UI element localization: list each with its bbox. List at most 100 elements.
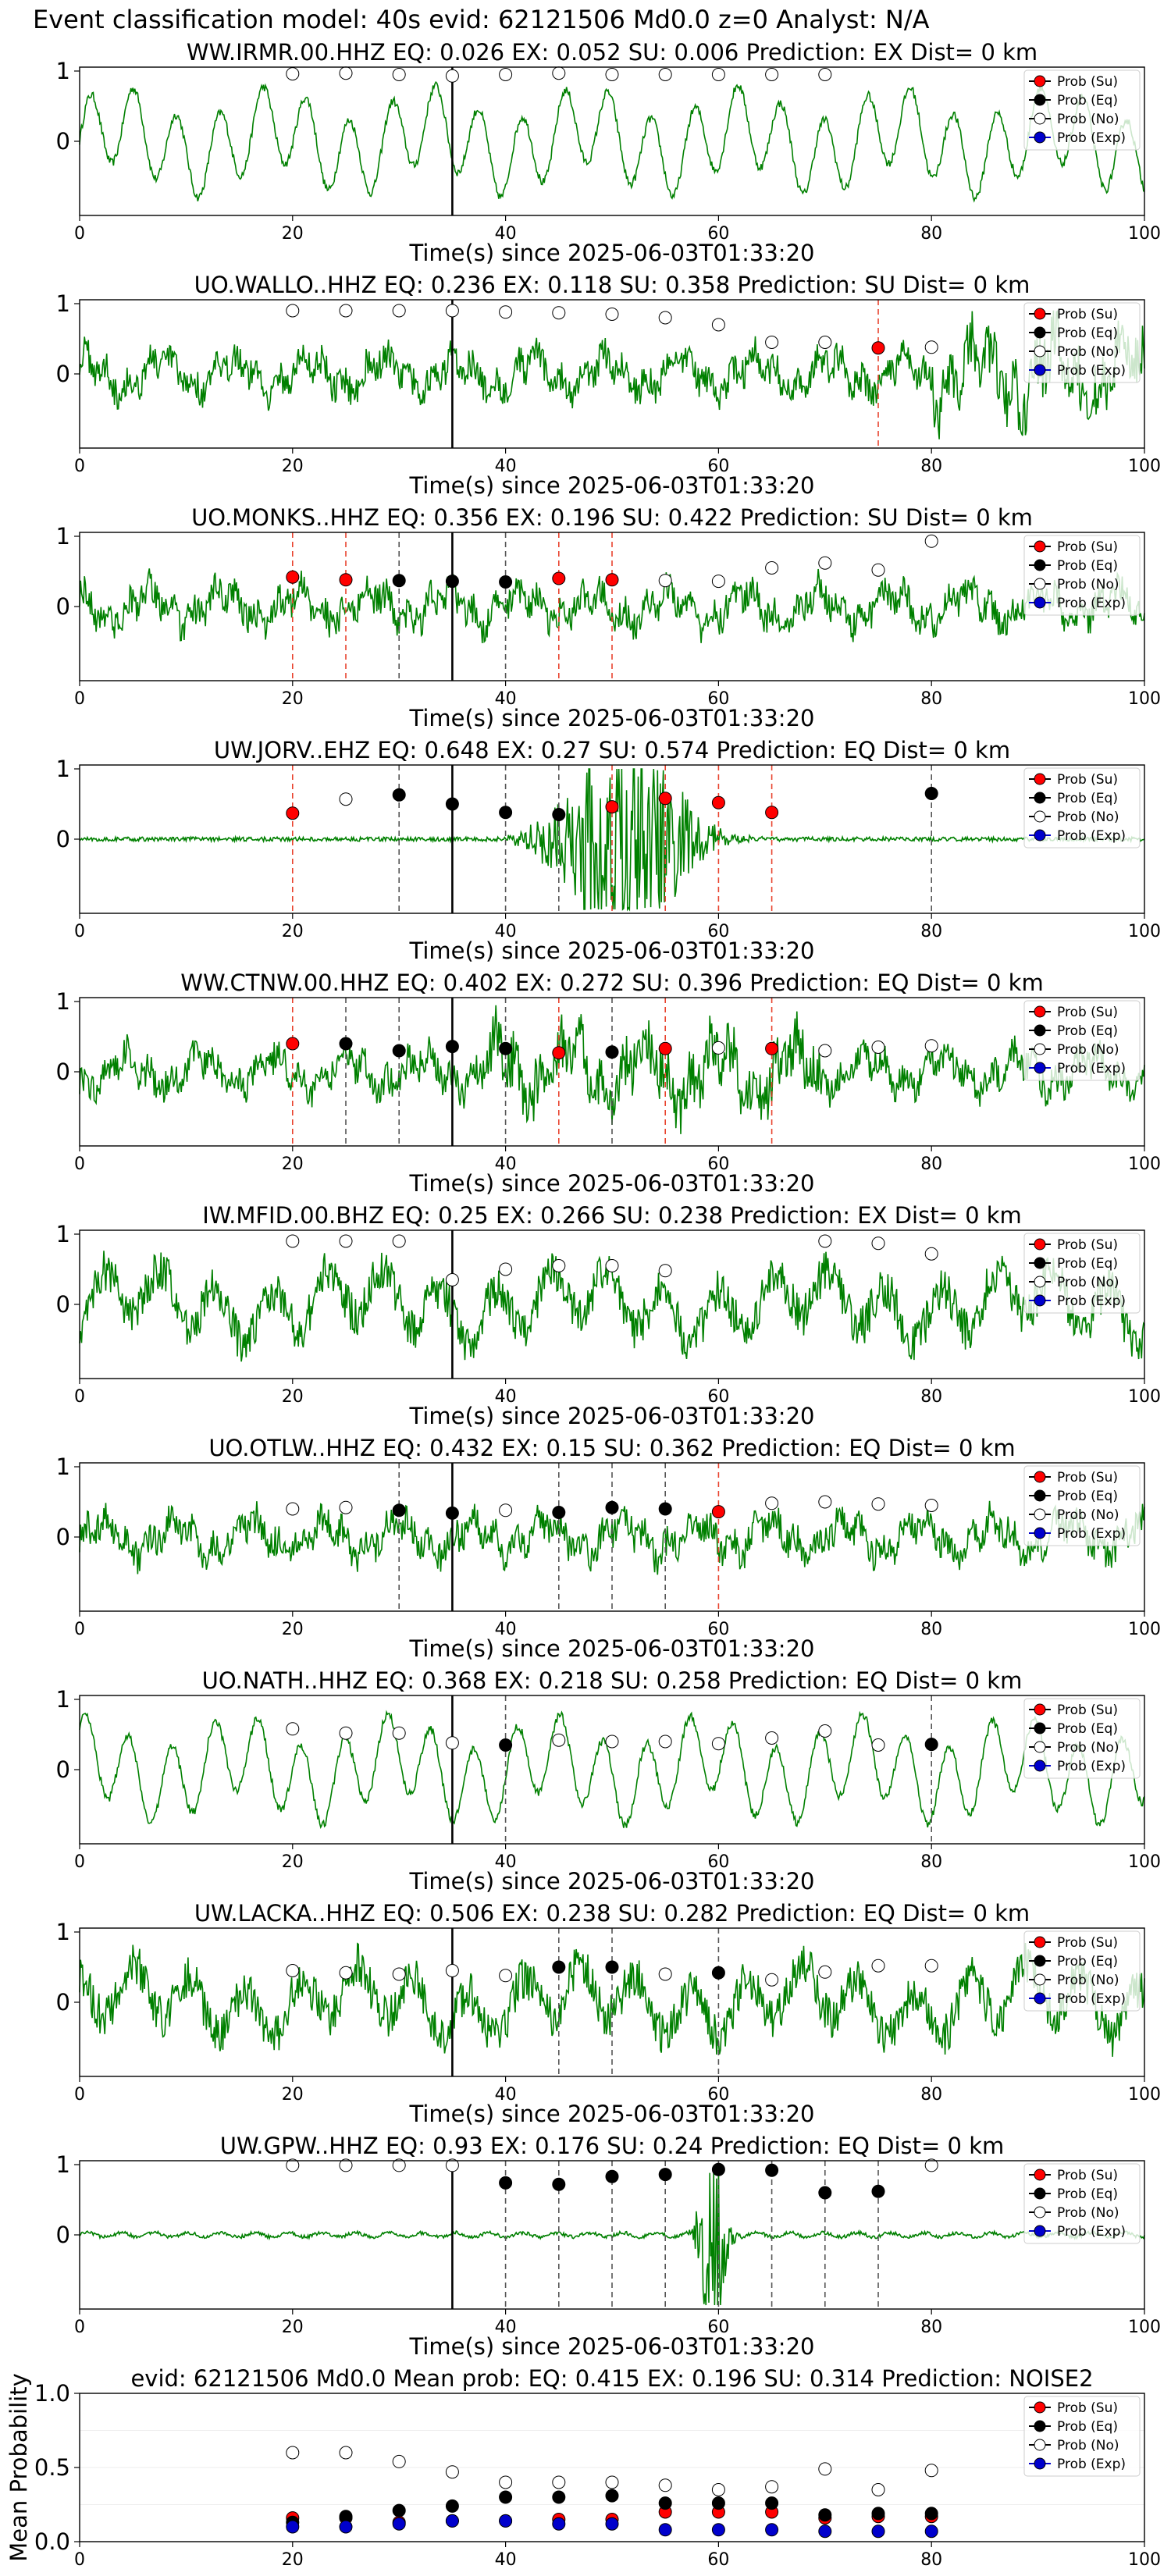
panel-10-prob-point-eq bbox=[499, 2176, 513, 2190]
legend-label-su: Prob (Su) bbox=[1057, 74, 1118, 90]
legend-marker-exp bbox=[1034, 829, 1046, 841]
panel-6-xtick-label: 80 bbox=[920, 1387, 942, 1407]
panel-8-prob-point-no bbox=[286, 1722, 300, 1736]
mean-panel-ytick-label: 0.5 bbox=[34, 2454, 70, 2481]
panel-7-prob-point-eq bbox=[445, 1506, 459, 1520]
panel-6-ytick-label: 0 bbox=[56, 1291, 70, 1318]
legend-label-su: Prob (Su) bbox=[1057, 1237, 1118, 1253]
panel-9-legend: Prob (Su) Prob (Eq) Prob (No) Prob (Exp) bbox=[1023, 1930, 1141, 2012]
panel-8-xlabel: Time(s) since 2025-06-03T01:33:20 bbox=[409, 1868, 815, 1895]
panel-9: UW.LACKA..HHZ EQ: 0.506 EX: 0.238 SU: 0.… bbox=[79, 1900, 1145, 2127]
legend-label-exp: Prob (Exp) bbox=[1057, 1293, 1126, 1309]
panel-2-title: UO.WALLO..HHZ EQ: 0.236 EX: 0.118 SU: 0.… bbox=[194, 272, 1030, 298]
panel-7-prob-point-eq bbox=[552, 1506, 566, 1519]
panel-6-prob-point-no bbox=[499, 1262, 513, 1276]
panel-5-xtick-label: 0 bbox=[74, 1155, 85, 1174]
legend-label-exp: Prob (Exp) bbox=[1057, 1759, 1126, 1774]
mean-panel-point-eq bbox=[871, 2507, 885, 2521]
panel-1-prob-point-no bbox=[765, 68, 779, 81]
mean-panel-point-eq bbox=[605, 2489, 619, 2503]
panel-8-frame bbox=[79, 1695, 1145, 1845]
panel-6-title: IW.MFID.00.BHZ EQ: 0.25 EX: 0.266 SU: 0.… bbox=[202, 1202, 1022, 1229]
panel-8-title: UO.NATH..HHZ EQ: 0.368 EX: 0.218 SU: 0.2… bbox=[202, 1667, 1023, 1694]
legend-label-su: Prob (Su) bbox=[1057, 1703, 1118, 1718]
panel-7-prob-point-su bbox=[711, 1505, 725, 1519]
legend-marker-no bbox=[1034, 2439, 1046, 2451]
panel-3-prob-point-eq bbox=[445, 575, 459, 589]
mean-panel-point-exp bbox=[924, 2524, 938, 2539]
panel-7-prob-point-eq bbox=[658, 1502, 672, 1516]
panel-4-prob-point-su bbox=[658, 792, 672, 806]
panel-9-prob-point-no bbox=[286, 1964, 300, 1977]
panel-6-xtick-label: 0 bbox=[74, 1387, 85, 1407]
legend-marker-eq bbox=[1034, 792, 1046, 804]
legend-frame bbox=[1023, 1465, 1141, 1546]
mean-panel-point-no bbox=[818, 2462, 832, 2476]
panel-1-prob-point-no bbox=[392, 68, 406, 81]
panel-9-prob-point-no bbox=[765, 1973, 779, 1987]
legend-marker-exp bbox=[1034, 131, 1046, 144]
panel-8-xtick-label: 20 bbox=[282, 1852, 304, 1872]
panel-10-prob-point-no bbox=[445, 2158, 459, 2172]
panel-1-prob-point-no bbox=[818, 68, 832, 81]
panel-8-xtick-label: 60 bbox=[707, 1852, 729, 1872]
panel-4-xtick-label: 40 bbox=[495, 922, 517, 941]
legend-marker-su bbox=[1034, 75, 1046, 87]
panel-7-prob-point-no bbox=[499, 1503, 513, 1517]
panel-6-frame bbox=[79, 1229, 1145, 1379]
panel-8-prob-point-no bbox=[711, 1737, 725, 1751]
legend-frame bbox=[1023, 2163, 1141, 2244]
legend-marker-eq bbox=[1034, 2187, 1046, 2200]
panel-2-xtick-label: 100 bbox=[1128, 457, 1161, 476]
mean-panel-point-eq bbox=[552, 2490, 566, 2504]
mean-panel-point-exp bbox=[765, 2523, 779, 2537]
panel-4-ytick-label: 0 bbox=[56, 826, 70, 852]
mean-panel-point-exp bbox=[392, 2517, 406, 2531]
panel-9-prob-point-no bbox=[339, 1966, 353, 1980]
panel-2-prob-point-no bbox=[445, 304, 459, 318]
panel-10-xtick-label: 80 bbox=[920, 2318, 942, 2337]
panel-10-ytick-label: 1 bbox=[56, 2151, 70, 2178]
panel-7-xtick-label: 40 bbox=[495, 1620, 517, 1639]
legend-marker-no bbox=[1034, 1741, 1046, 1753]
panel-4-legend: Prob (Su) Prob (Eq) Prob (No) Prob (Exp) bbox=[1023, 767, 1141, 849]
panel-6: IW.MFID.00.BHZ EQ: 0.25 EX: 0.266 SU: 0.… bbox=[79, 1202, 1145, 1429]
panel-4-prob-point-eq bbox=[924, 787, 938, 800]
panel-7-xtick-label: 0 bbox=[74, 1620, 85, 1639]
mean-panel-point-no bbox=[871, 2483, 885, 2496]
legend-marker-eq bbox=[1034, 1722, 1046, 1735]
legend-label-su: Prob (Su) bbox=[1057, 2400, 1118, 2416]
panel-6-xtick-label: 40 bbox=[495, 1387, 517, 1407]
legend-label-exp: Prob (Exp) bbox=[1057, 1061, 1126, 1076]
mean-panel-point-exp bbox=[552, 2517, 566, 2531]
panel-9-xtick-label: 100 bbox=[1128, 2085, 1161, 2105]
legend-label-su: Prob (Su) bbox=[1057, 1005, 1118, 1020]
panel-6-prob-point-no bbox=[339, 1234, 353, 1248]
panel-2-waveform bbox=[79, 310, 1145, 439]
mean-panel-point-exp bbox=[871, 2524, 885, 2539]
panel-10-prob-point-eq bbox=[871, 2184, 885, 2198]
panel-2-xtick-label: 40 bbox=[495, 457, 517, 476]
panel-1-prob-point-no bbox=[552, 66, 566, 80]
panel-6-prob-point-no bbox=[871, 1236, 885, 1251]
panel-3-xtick-label: 0 bbox=[74, 689, 85, 709]
panel-5-prob-point-no bbox=[924, 1039, 938, 1053]
legend-marker-su bbox=[1034, 1471, 1046, 1483]
panel-4-ytick-label: 1 bbox=[56, 756, 70, 782]
legend-marker-exp bbox=[1034, 364, 1046, 376]
panel-3-xlabel: Time(s) since 2025-06-03T01:33:20 bbox=[409, 705, 815, 731]
panel-3-title: UO.MONKS..HHZ EQ: 0.356 EX: 0.196 SU: 0.… bbox=[191, 504, 1033, 531]
legend-marker-no bbox=[1034, 578, 1046, 590]
panel-6-prob-point-no bbox=[924, 1247, 938, 1261]
panel-7-legend: Prob (Su) Prob (Eq) Prob (No) Prob (Exp) bbox=[1023, 1465, 1141, 1546]
mean-panel-point-exp bbox=[818, 2524, 832, 2539]
panel-10-prob-point-no bbox=[339, 2158, 353, 2172]
panel-4-prob-point-eq bbox=[499, 806, 513, 820]
panel-3-xtick-label: 60 bbox=[707, 689, 729, 709]
panel-10-xtick-label: 60 bbox=[707, 2318, 729, 2337]
panel-7-prob-point-eq bbox=[392, 1503, 406, 1517]
mean-panel-point-no bbox=[392, 2454, 406, 2468]
panel-7-prob-point-eq bbox=[605, 1500, 619, 1514]
panel-5-ytick-label: 0 bbox=[56, 1059, 70, 1085]
panel-6-prob-point-no bbox=[392, 1234, 406, 1248]
